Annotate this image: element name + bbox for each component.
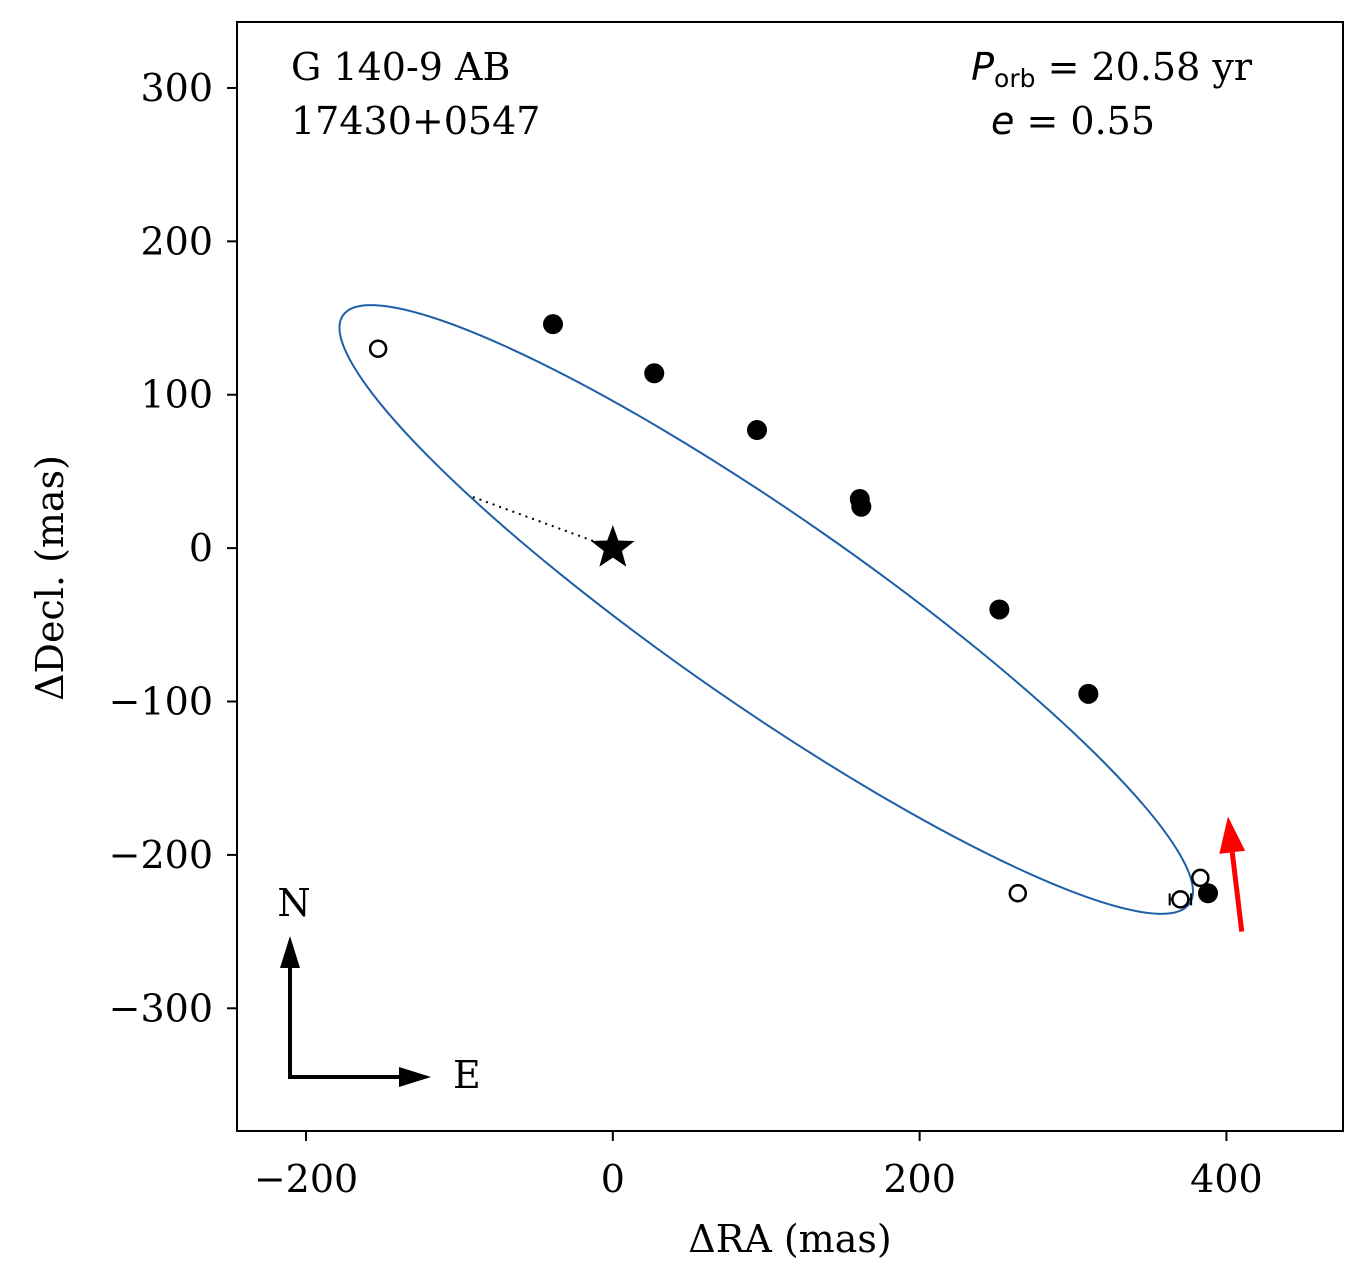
filled-data-point [1198, 883, 1219, 904]
plot-frame [236, 21, 1344, 1132]
y-axis-label: ΔDecl. (mas) [28, 455, 72, 701]
eccentricity-symbol: e [991, 99, 1014, 143]
north-label: N [277, 881, 310, 925]
motion-arrow [1219, 816, 1246, 932]
east-label: E [453, 1053, 481, 1097]
y-axis-ticks: −300 −200 −100 0 100 200 300 [109, 66, 237, 1030]
motion-arrow-shaft [1229, 851, 1245, 932]
y-tick-label: 300 [140, 66, 213, 110]
open-data-point [1191, 868, 1210, 888]
compass: N E [277, 881, 480, 1097]
x-axis-ticks: −200 0 200 400 [254, 1131, 1263, 1201]
system-name: G 140-9 AB [291, 45, 510, 89]
period-value: = 20.58 yr [1036, 45, 1253, 89]
open-data-point [1008, 883, 1028, 903]
period-annotation: Porb = 20.58 yr [971, 45, 1253, 93]
x-tick-label: 400 [1190, 1157, 1263, 1201]
north-arrowhead-icon [280, 936, 300, 968]
east-arrowhead-icon [399, 1067, 431, 1087]
y-tick-label: −200 [109, 833, 213, 877]
y-tick-label: 0 [189, 526, 213, 570]
filled-data-point [989, 599, 1010, 620]
system-wds-id: 17430+0547 [291, 99, 540, 143]
filled-data-point [747, 420, 768, 441]
motion-arrowhead-icon [1219, 816, 1246, 854]
open-data-point [368, 339, 388, 358]
x-tick-label: −200 [254, 1157, 358, 1201]
x-tick-label: 200 [883, 1157, 956, 1201]
x-axis-label: ΔRA (mas) [688, 1217, 891, 1261]
eccentricity-annotation: e = 0.55 [991, 99, 1155, 143]
orbit-ellipse [338, 304, 1194, 915]
period-symbol: P [971, 45, 994, 89]
y-tick-label: −300 [109, 986, 213, 1030]
astrometry-points [368, 314, 1219, 909]
eccentricity-value: = 0.55 [1014, 99, 1155, 143]
filled-data-point [1078, 683, 1099, 704]
y-tick-label: 200 [140, 219, 213, 263]
filled-data-point [851, 496, 872, 517]
y-tick-label: −100 [109, 680, 213, 724]
filled-data-point [543, 314, 563, 335]
x-tick-label: 0 [601, 1157, 625, 1201]
period-subscript: orb [994, 64, 1035, 93]
filled-data-point [644, 363, 665, 384]
y-tick-label: 100 [140, 373, 213, 417]
periastron-line [469, 495, 614, 550]
open-data-point [1171, 890, 1190, 909]
primary-star-marker [590, 525, 635, 567]
